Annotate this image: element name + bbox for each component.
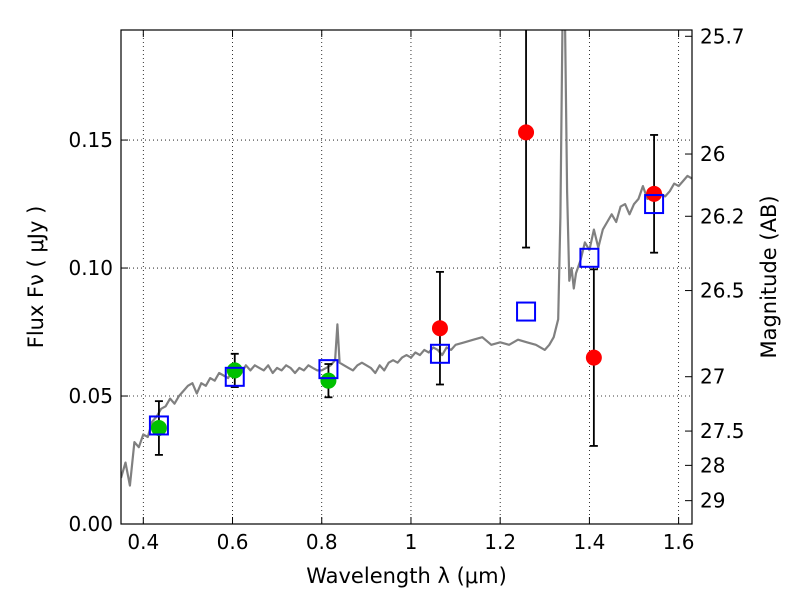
x-tick-label: 1	[405, 530, 418, 554]
x-tick-label: 0.4	[127, 530, 159, 554]
green-data-point	[150, 420, 167, 437]
right-tick-label: 26.2	[700, 204, 745, 228]
model-square-point	[318, 359, 339, 380]
model-square-point	[429, 343, 450, 364]
x-tick-label: 0.8	[306, 530, 338, 554]
y-tick-label: 0.15	[68, 128, 113, 152]
spectrum-line	[121, 30, 692, 487]
x-tick-label: 0.6	[217, 530, 249, 554]
red-data-point	[585, 349, 602, 366]
right-tick-label: 25.7	[700, 24, 745, 48]
red-data-point	[646, 185, 663, 202]
right-y-axis-label: Magnitude (AB)	[757, 195, 781, 358]
red-data-point	[431, 320, 448, 337]
x-tick-label: 1.6	[663, 530, 695, 554]
x-tick-label: 1.4	[573, 530, 605, 554]
right-tick-label: 29	[700, 489, 725, 513]
y-tick-label: 0.00	[68, 512, 113, 536]
y-tick-label: 0.05	[68, 384, 113, 408]
y-axis-label: Flux Fν ( μJy )	[24, 206, 48, 349]
green-data-point	[320, 372, 337, 389]
plot-frame	[120, 29, 693, 525]
model-square-point	[148, 415, 169, 436]
model-square-point	[644, 194, 665, 215]
model-square-point	[516, 301, 537, 322]
x-tick-label: 1.2	[484, 530, 516, 554]
right-tick-label: 28	[700, 453, 725, 477]
right-tick-label: 27.5	[700, 419, 745, 443]
spectrum-series	[121, 30, 692, 487]
model-square-point	[224, 366, 245, 387]
grid	[121, 30, 692, 524]
x-axis-label: Wavelength λ (μm)	[306, 564, 507, 588]
right-tick-label: 26	[700, 142, 725, 166]
model-square-point	[579, 247, 600, 268]
right-tick-label: 27	[700, 365, 725, 389]
y-tick-label: 0.10	[68, 256, 113, 280]
red-data-point	[518, 124, 535, 141]
photometry-points	[148, 30, 665, 456]
green-data-point	[226, 362, 243, 379]
axis-ticks: 0.4 0.6 0.8 1 1.2 1.4 1.6 0.00 0.05 0.10 0.15 25.7 2…	[68, 24, 744, 554]
right-tick-label: 26.5	[700, 279, 745, 303]
